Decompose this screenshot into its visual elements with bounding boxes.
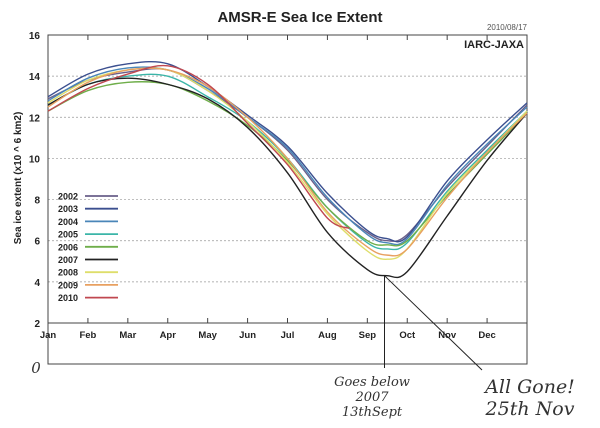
chart-title: AMSR-E Sea Ice Extent: [217, 9, 382, 26]
series-line-2003: [47, 60, 528, 243]
y-axis-label: Sea ice extent (x10 ^ 6 km2): [13, 112, 24, 245]
y-tick-label: 10: [29, 154, 41, 165]
x-tick-label: Apr: [160, 330, 177, 341]
series-line-2010: [47, 64, 350, 230]
month-box: [47, 323, 528, 365]
annotation-goes-below: Goes below: [334, 375, 410, 390]
annotation-diagonal-line: [384, 275, 483, 371]
x-tick-label: Jan: [40, 330, 57, 341]
date-stamp: 2010/08/17: [487, 23, 528, 32]
series-line-2004: [47, 66, 528, 246]
series-line-2007: [47, 77, 528, 279]
legend-label: 2009: [58, 280, 78, 290]
legend-label: 2007: [58, 255, 78, 265]
legend-label: 2010: [58, 293, 78, 303]
annotation-goes-below: 13thSept: [342, 405, 403, 420]
source-label: IARC-JAXA: [464, 39, 524, 51]
x-tick-label: Mar: [119, 330, 136, 341]
x-tick-label: Jul: [281, 330, 295, 341]
x-tick-label: Feb: [79, 330, 96, 341]
x-tick-label: Jun: [239, 330, 256, 341]
series-line-2002: [47, 68, 528, 242]
x-tick-label: May: [198, 330, 217, 341]
x-tick-label: Nov: [438, 330, 457, 341]
y-tick-label: 4: [34, 278, 40, 289]
legend-label: 2005: [58, 230, 78, 240]
x-tick-label: Dec: [478, 330, 495, 341]
series-line-2006: [47, 80, 528, 247]
legend-label: 2002: [58, 192, 78, 202]
y-tick-label: 16: [29, 31, 41, 42]
annotation-all-gone: All Gone!: [483, 376, 575, 398]
x-tick-label: Sep: [359, 330, 377, 341]
y-tick-label: 12: [29, 113, 41, 124]
y-tick-label: 8: [34, 196, 40, 207]
annotation-all-gone: 25th Nov: [485, 398, 575, 420]
legend-label: 2003: [58, 204, 78, 214]
x-tick-label: Oct: [399, 330, 416, 341]
y-tick-label: 6: [34, 237, 40, 248]
annotation-zero: 0: [31, 359, 41, 377]
y-tick-label: 2: [34, 319, 40, 330]
annotation-goes-below: 2007: [354, 390, 389, 405]
legend-label: 2004: [58, 217, 78, 227]
legend-label: 2008: [58, 268, 78, 278]
series-line-2009: [47, 67, 528, 257]
y-tick-label: 14: [29, 72, 41, 83]
legend-label: 2006: [58, 242, 78, 252]
x-tick-label: Aug: [318, 330, 337, 341]
